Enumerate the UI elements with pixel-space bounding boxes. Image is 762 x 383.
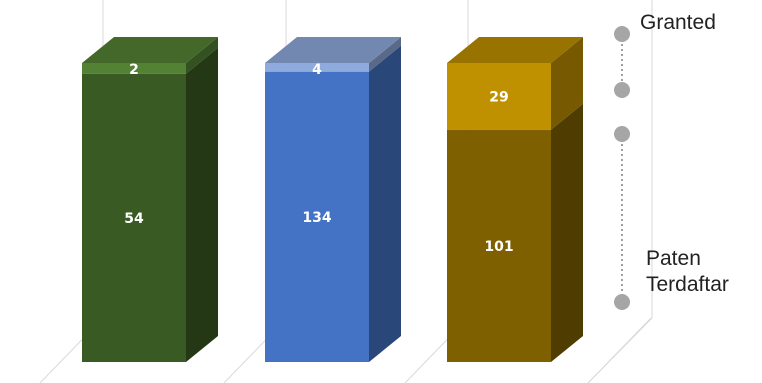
legend-marker-granted [614, 26, 630, 42]
legend-marker-paten-terdaftar-start [614, 126, 630, 142]
bar-segment-granted [447, 63, 551, 130]
bar-segment-granted [265, 63, 369, 72]
legend-marker-paten-terdaftar [614, 294, 630, 310]
bar-side-paten-terdaftar [369, 45, 401, 363]
legend-label-paten-terdaftar: Paten Terdaftar [646, 247, 729, 296]
bar-segment-paten-terdaftar [447, 129, 551, 362]
bar-side-granted [186, 37, 218, 74]
data-label-granted: 29 [489, 89, 508, 105]
bar-side-paten-terdaftar [551, 103, 583, 362]
bar-segment-paten-terdaftar [82, 73, 186, 362]
bar-side-granted [551, 37, 583, 130]
data-label-granted: 2 [129, 62, 139, 78]
bar-group: 54 2 134 4 101 29 [82, 37, 583, 363]
legend-markers [614, 26, 630, 310]
bar-top-face [82, 37, 218, 63]
bar-top-face [447, 37, 583, 63]
data-label-paten-terdaftar: 101 [484, 239, 513, 255]
bar-side-granted [369, 37, 401, 72]
legend-label-granted: Granted [640, 11, 716, 34]
bar-segment-granted [82, 63, 186, 74]
bar-segment-paten-terdaftar [265, 71, 369, 363]
data-label-granted: 4 [312, 62, 322, 78]
bar-top-face [265, 37, 401, 63]
legend-marker-granted-end [614, 82, 630, 98]
data-label-paten-terdaftar: 134 [302, 210, 331, 226]
bar-side-paten-terdaftar [186, 47, 218, 363]
grid-line [587, 317, 653, 383]
data-label-paten-terdaftar: 54 [124, 211, 144, 227]
